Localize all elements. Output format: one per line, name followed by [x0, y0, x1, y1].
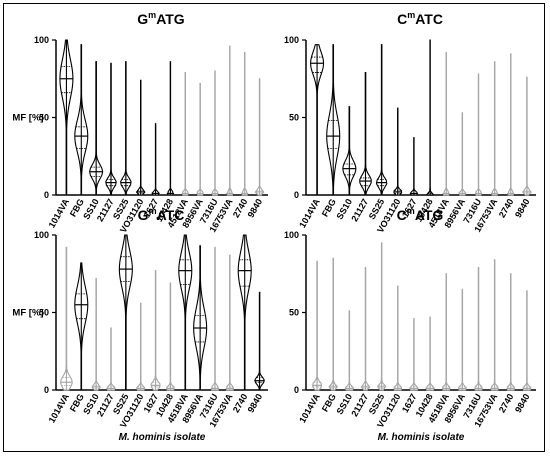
- y-tick-label: 100: [284, 230, 299, 240]
- chart-panel-2: CmATC0501001014VAFBGSS1021127SS25VO31120…: [284, 10, 536, 235]
- y-tick-label: 100: [284, 35, 299, 45]
- y-tick-label: 0: [294, 385, 299, 395]
- x-axis-label: M. hominis isolate: [378, 432, 465, 443]
- x-tick-label: 21127: [349, 392, 370, 418]
- y-tick-label: 50: [39, 308, 49, 318]
- y-tick-label: 100: [34, 230, 49, 240]
- chart-title: GmATC: [138, 206, 185, 223]
- chart-title: CmATG: [397, 206, 444, 223]
- chart-title: GmATG: [137, 10, 185, 27]
- figure-frame: [3, 3, 545, 452]
- y-tick-label: 50: [289, 113, 299, 123]
- y-axis-label: MF [%]: [12, 308, 43, 319]
- x-axis-label: M. hominis isolate: [119, 432, 206, 443]
- y-tick-label: 100: [34, 35, 49, 45]
- chart-panel-4: CmATG0501001014VAFBGSS1021127SS25VO31120…: [284, 206, 536, 443]
- x-tick-label: 9840: [246, 197, 265, 219]
- chart-title: CmATC: [397, 10, 443, 27]
- y-tick-label: 50: [39, 113, 49, 123]
- x-tick-label: 9840: [513, 392, 532, 414]
- y-tick-label: 0: [294, 190, 299, 200]
- x-tick-label: 9840: [513, 197, 532, 219]
- y-tick-label: 0: [44, 190, 49, 200]
- x-tick-label: 1014VA: [297, 392, 322, 425]
- y-tick-label: 50: [289, 308, 299, 318]
- x-tick-label: 21127: [349, 197, 370, 223]
- x-tick-label: 2740: [497, 197, 516, 219]
- x-tick-label: 1014VA: [297, 197, 322, 230]
- y-axis-label: MF [%]: [12, 113, 43, 124]
- x-tick-label: 2740: [497, 392, 516, 414]
- y-tick-label: 0: [44, 385, 49, 395]
- x-tick-label: 9840: [246, 392, 265, 414]
